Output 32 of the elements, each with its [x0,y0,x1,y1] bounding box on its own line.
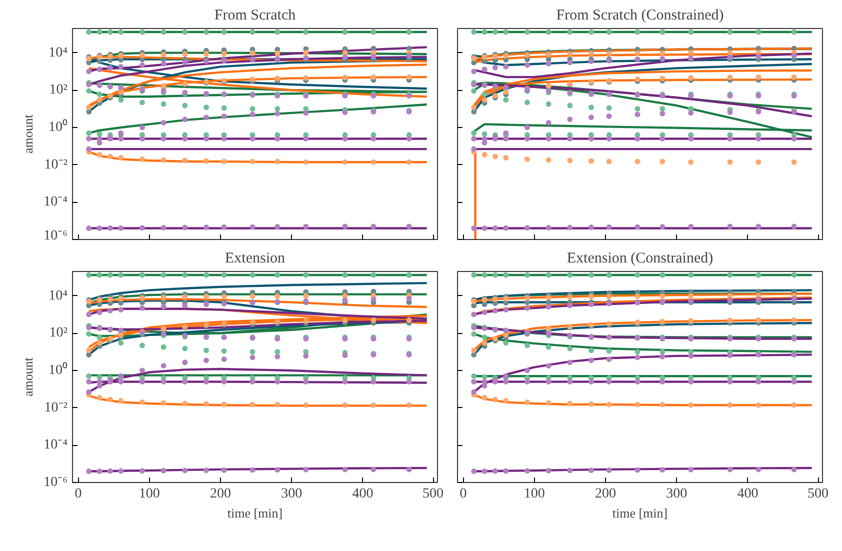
x-tick-label: 200 [210,486,231,502]
x-axis-title: time [min] [227,506,283,520]
y-tick-label: 10⁻² [44,157,68,172]
y-tick-label: 10⁰ [48,362,68,378]
y-axis-title: amount [20,357,36,396]
x-tick-label: 500 [422,486,444,502]
x-tick-label: 400 [737,486,758,502]
x-tick-label: 100 [138,486,160,502]
chart-title: Extension (Constrained) [566,250,714,266]
y-tick-label: 10² [49,326,68,341]
y-tick-label: 10⁴ [48,288,68,304]
y-tick-label: 10⁰ [48,118,68,135]
y-axis-title: amount [20,114,36,154]
y-tick-label: 10⁴ [48,45,68,60]
x-tick-label: 0 [460,486,467,502]
y-tick-label: 10⁻⁴ [44,194,68,210]
x-tick-label: 400 [352,486,374,502]
x-tick-label: 500 [808,486,828,502]
chart-title: From Scratch (Constrained) [556,8,724,24]
y-tick-label: 10⁻⁶ [44,228,68,244]
x-axis-title: time [min] [612,506,668,520]
chart-title: From Scratch [214,8,296,24]
x-tick-label: 100 [524,486,545,502]
y-tick-label: 10² [49,82,68,98]
x-tick-label: 200 [594,486,616,502]
y-tick-label: 10⁻⁶ [44,475,68,490]
x-tick-label: 0 [74,486,82,502]
y-tick-label: 10⁻² [44,400,68,416]
x-tick-label: 300 [666,486,688,502]
chart-title: Extension [225,250,286,266]
x-tick-label: 300 [281,486,302,502]
y-tick-label: 10⁻⁴ [44,438,68,453]
